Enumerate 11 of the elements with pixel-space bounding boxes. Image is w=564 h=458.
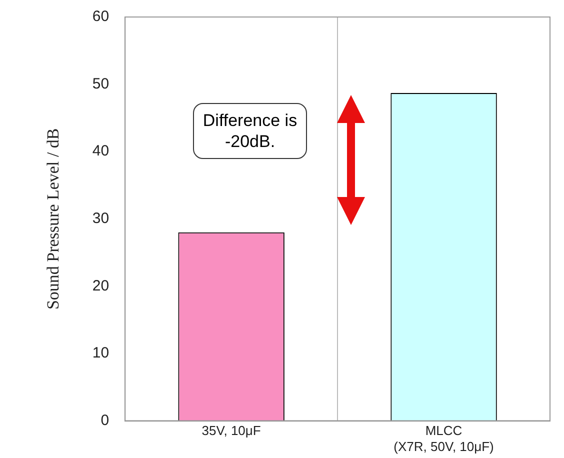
- x-tick-label: MLCC (X7R, 50V, 10μF): [394, 423, 494, 454]
- y-tick-label: 40: [92, 142, 110, 160]
- y-tick-label: 10: [92, 344, 110, 362]
- y-axis-title: Sound Pressure Level / dB: [44, 128, 63, 310]
- y-tick-label: 30: [92, 210, 110, 228]
- y-tick-label: 20: [92, 277, 110, 294]
- y-tick-label: 0: [100, 412, 110, 429]
- y-tick-label: 50: [92, 75, 110, 92]
- annotation: Difference is -20dB.: [193, 103, 307, 159]
- x-tick-label: 35V, 10μF: [202, 423, 261, 438]
- y-tick-label: 60: [92, 8, 110, 26]
